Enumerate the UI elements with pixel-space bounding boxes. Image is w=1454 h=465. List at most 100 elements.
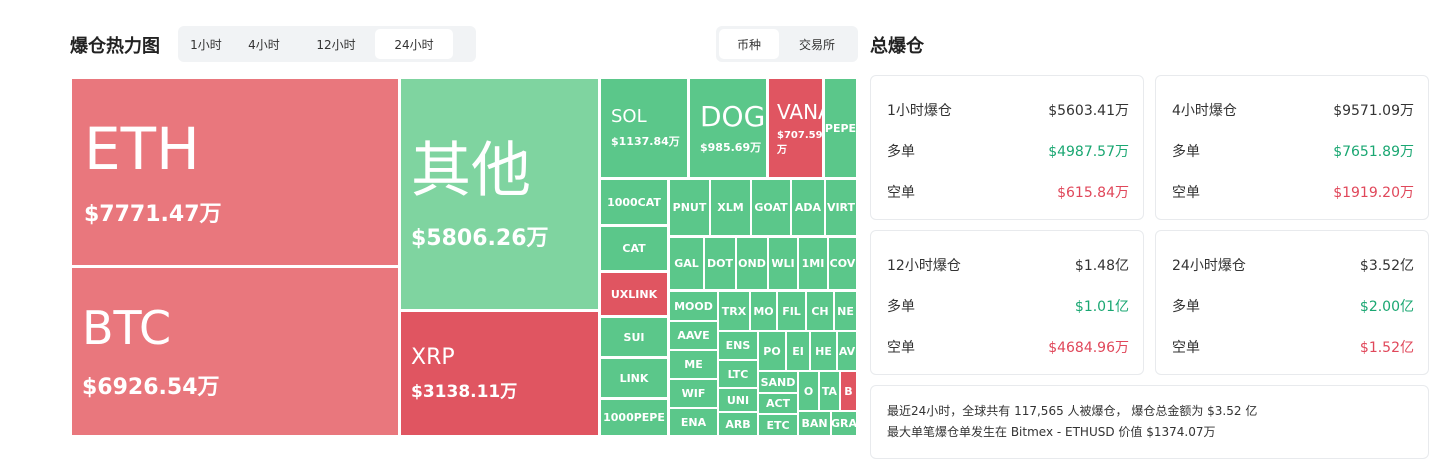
tile-value: $1137.84万 [611,135,680,149]
tile-label: UNI [726,393,750,407]
tile-label: ACT [765,397,791,410]
tile: ARB [718,412,758,436]
tile-label: LINK [619,371,649,385]
view-tab[interactable]: 币种 [719,29,779,59]
tile-value: $7771.47万 [84,202,222,228]
tile: COV [828,237,857,290]
tile-label: ME [684,358,703,371]
tile: VANA $707.59万 [768,78,823,178]
row-value: $1.01亿 [1074,299,1129,315]
tile: 1000CAT [600,179,668,225]
tile-label: ADA [794,201,822,214]
view-tab[interactable]: 交易所 [798,37,835,52]
time-tab[interactable]: 4小时 [248,37,280,52]
tile: AAVE [669,321,718,350]
tile-label: WIF [681,387,706,400]
row-value: $5603.41万 [1048,103,1129,119]
tile-label: XRP [411,345,455,371]
tile: MOOD [669,291,718,321]
tile-label: O [803,384,814,398]
tile-label: BAN [801,417,828,430]
tile: 1MI [798,237,828,290]
row-value: $1.48亿 [1074,258,1129,274]
tile-label: EI [792,344,804,358]
row-label: 空单 [1172,185,1200,201]
tile: NE [834,291,857,331]
row-label: 12小时爆仓 [887,258,961,274]
tile-label: SOL [611,105,647,127]
liq-card: 1小时爆仓 $5603.41万 多单 $4987.57万 空单 $615.84万 [870,75,1144,220]
row-value: $9571.09万 [1333,103,1414,119]
tile: LTC [718,360,758,388]
card-row: 多单 $1.01亿 [887,296,1129,316]
tile: OND [736,237,768,290]
view-tabs: 币种 交易所 [716,26,858,62]
tile: WIF [669,379,718,408]
tile: AV [837,331,857,371]
tile-label: ETC [766,418,790,432]
tile: 其他 $5806.26万 [400,78,599,310]
tile-label: HE [815,344,832,358]
tile-value: $6926.54万 [82,374,220,400]
tile-label: ENS [725,339,751,352]
tile: SUI [600,317,668,357]
summary-line: 最大单笔爆仓单发生在 Bitmex - ETHUSD 价值 $1374.07万 [887,425,1216,439]
tile-value: $985.69万 [700,141,762,155]
tile-label: 1MI [801,257,825,270]
time-tab[interactable]: 1小时 [190,37,222,52]
tile: PNUT [669,179,710,236]
row-label: 多单 [1172,144,1200,160]
card-row: 空单 $1.52亿 [1172,337,1414,357]
row-value: $2.00亿 [1359,299,1414,315]
tile: WLI [768,237,798,290]
tile: ACT [758,393,798,414]
time-tab[interactable]: 24小时 [375,29,453,59]
tile-label: B [844,384,853,398]
tile-label: 1000PEPE [603,411,665,424]
tile: DOT [704,237,736,290]
tile-label: VIRT [826,201,856,214]
tile: XLM [710,179,751,236]
summary-line: 最近24小时，全球共有 117,565 人被爆仓， 爆仓总金额为 $3.52 亿 [887,404,1258,418]
tile: PEPE [824,78,857,178]
tile: UXLINK [600,272,668,316]
card-row: 多单 $7651.89万 [1172,141,1414,161]
tile: EI [786,331,810,371]
tile: SAND [758,371,798,393]
tile: DOGE $985.69万 [689,78,767,178]
tile: LINK [600,358,668,398]
time-tab[interactable]: 12小时 [316,37,356,52]
tile-label: AV [838,344,856,358]
tile: PO [758,331,786,371]
tile-label: SUI [623,330,645,344]
tile: XRP $3138.11万 [400,311,599,436]
tile-label: PNUT [672,201,707,214]
row-label: 多单 [887,299,915,315]
card-row: 24小时爆仓 $3.52亿 [1172,255,1414,275]
tile-label: GAL [674,257,699,270]
liq-card: 24小时爆仓 $3.52亿 多单 $2.00亿 空单 $1.52亿 [1155,230,1429,375]
row-label: 4小时爆仓 [1172,103,1237,119]
tile-label: 1000CAT [607,195,661,209]
tile: ENA [669,408,718,436]
tile: HE [810,331,837,371]
tile-label: CAT [622,242,646,255]
tile-label: ARB [725,417,751,431]
tile: ME [669,350,718,379]
tile: CAT [600,226,668,271]
tile-label: PO [763,344,781,358]
tile-label: MOOD [674,299,713,313]
tile: BTC $6926.54万 [71,267,399,436]
tile: O [798,371,819,411]
row-value: $4684.96万 [1048,340,1129,356]
row-label: 空单 [887,340,915,356]
tile-label: ENA [680,415,707,429]
tile: MO [750,291,777,331]
tile: ETH $7771.47万 [71,78,399,266]
row-value: $1919.20万 [1333,185,1414,201]
tile: TRX [718,291,750,331]
tile-label: DOT [707,257,733,270]
tile: ADA [791,179,825,236]
tile-label: OND [738,257,766,270]
